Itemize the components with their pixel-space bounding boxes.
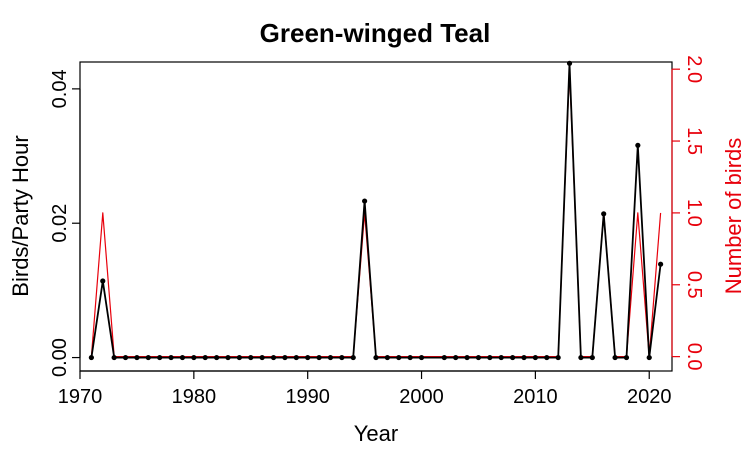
x-tick-label: 1980 <box>172 386 217 408</box>
data-point <box>441 354 447 361</box>
data-point <box>236 354 242 361</box>
data-point <box>327 354 334 361</box>
plot-frame <box>79 61 673 372</box>
data-point <box>134 354 140 361</box>
data-point <box>350 354 356 361</box>
series-birds-per-party-hour <box>88 60 664 361</box>
data-point <box>578 354 584 361</box>
y-right-tick-label: 0.5 <box>683 271 705 299</box>
data-point <box>623 354 630 361</box>
data-point <box>544 354 550 361</box>
x-tick-label: 1970 <box>58 386 103 408</box>
y-right-axis-label: Number of birds <box>721 138 746 295</box>
data-point <box>270 354 277 361</box>
series-line-birds-per-party-hour <box>90 62 662 359</box>
y-right-tick-label: 0.0 <box>683 343 705 371</box>
x-axis-label: Year <box>354 421 398 446</box>
data-point <box>202 354 208 361</box>
data-point <box>510 354 516 361</box>
data-point <box>612 354 618 361</box>
data-point <box>646 354 652 361</box>
x-tick-label: 1990 <box>285 386 330 408</box>
data-point <box>339 354 345 361</box>
data-point <box>635 142 641 148</box>
data-point <box>453 354 459 361</box>
y-right-tick-label: 2.0 <box>683 55 705 83</box>
y-right-tick-label: 1.5 <box>683 127 705 155</box>
data-point <box>555 354 561 361</box>
y-left-tick-label: 0.02 <box>49 204 71 243</box>
data-point <box>225 354 231 361</box>
data-point <box>305 354 311 361</box>
data-point <box>521 354 527 361</box>
x-tick-label: 2000 <box>399 386 444 408</box>
data-point <box>418 354 425 361</box>
data-point <box>316 354 322 361</box>
x-axis: 1970 1980 1990 2000 2010 2020 <box>58 370 672 408</box>
data-point <box>157 354 163 361</box>
data-point <box>214 354 220 361</box>
y-left-axis: 0.00 0.02 0.04 <box>49 69 81 377</box>
data-point <box>179 354 186 361</box>
data-point <box>100 278 106 284</box>
data-point <box>88 354 94 361</box>
y-right-axis: 0.0 0.5 1.0 1.5 2.0 <box>671 55 705 371</box>
data-point <box>487 354 493 361</box>
data-point <box>601 211 607 217</box>
data-point <box>532 354 538 361</box>
chart-title: Green-winged Teal <box>260 18 491 48</box>
x-tick-label: 2020 <box>627 386 672 408</box>
y-left-tick-label: 0.04 <box>49 69 71 108</box>
y-left-axis-label: Birds/Party Hour <box>8 135 33 296</box>
data-point <box>282 354 288 361</box>
data-point <box>168 354 174 361</box>
data-point <box>589 354 595 361</box>
data-point <box>396 354 402 361</box>
data-point <box>259 354 265 361</box>
data-point <box>362 198 368 204</box>
data-point <box>145 354 151 361</box>
data-point <box>293 354 299 361</box>
data-point <box>111 354 117 361</box>
data-point <box>384 354 390 361</box>
data-point <box>475 354 482 361</box>
data-point <box>248 354 254 361</box>
data-point <box>191 354 197 361</box>
y-right-tick-label: 1.0 <box>683 199 705 227</box>
data-point <box>566 60 573 66</box>
data-point <box>658 261 664 267</box>
data-point <box>498 354 504 361</box>
data-point <box>122 354 129 361</box>
x-tick-label: 2010 <box>513 386 558 408</box>
data-point <box>407 354 413 361</box>
data-point <box>464 354 470 361</box>
data-point <box>373 354 379 361</box>
y-left-tick-label: 0.00 <box>49 338 71 377</box>
